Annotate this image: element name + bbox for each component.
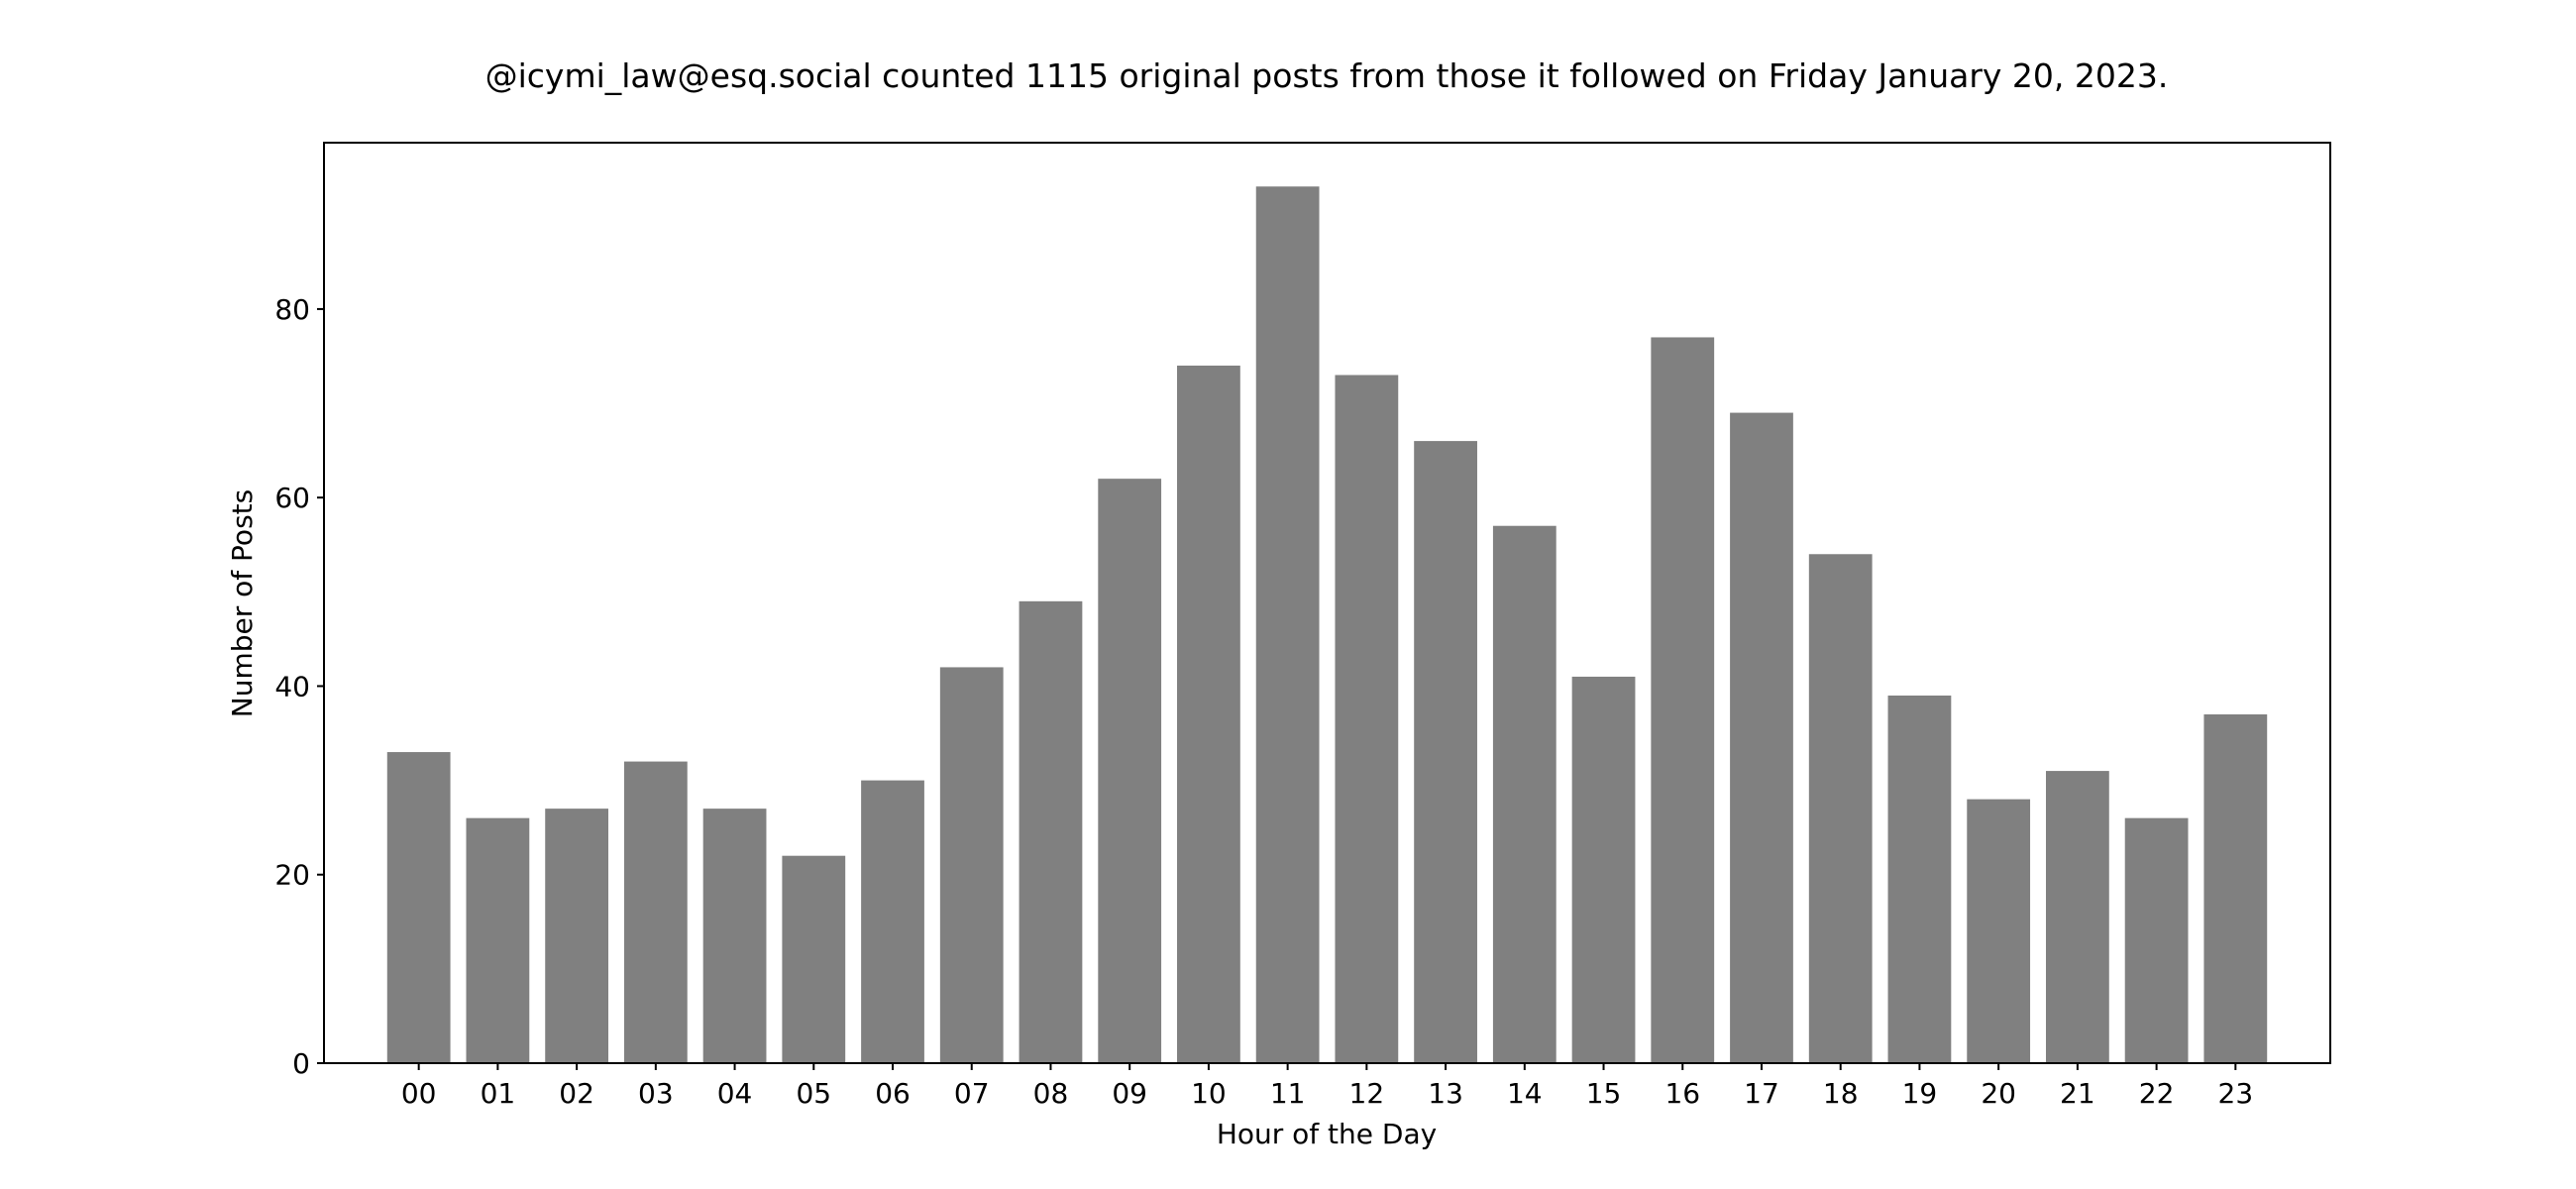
bar-23 bbox=[2203, 713, 2268, 1063]
plot-area-frame bbox=[323, 142, 2331, 1064]
bar-13 bbox=[1414, 441, 1477, 1063]
x-tick-label: 22 bbox=[2139, 1077, 2175, 1110]
x-tick-label: 19 bbox=[1902, 1077, 1938, 1110]
x-tick-label: 04 bbox=[717, 1077, 753, 1110]
x-tick-label: 03 bbox=[638, 1077, 674, 1110]
x-tick-label: 12 bbox=[1349, 1077, 1385, 1110]
bar-01 bbox=[466, 817, 530, 1063]
x-tick-label: 09 bbox=[1112, 1077, 1147, 1110]
bar-19 bbox=[1887, 695, 1952, 1063]
bars-group bbox=[386, 186, 2268, 1064]
bar-14 bbox=[1492, 525, 1556, 1063]
bar-00 bbox=[386, 752, 451, 1063]
bar-15 bbox=[1571, 676, 1636, 1063]
y-tick-label: 20 bbox=[274, 859, 310, 892]
x-tick-label: 18 bbox=[1823, 1077, 1859, 1110]
bar-05 bbox=[782, 855, 846, 1063]
bar-08 bbox=[1019, 600, 1083, 1063]
x-tick-label: 10 bbox=[1191, 1077, 1227, 1110]
y-axis-ticks: 0 20 40 60 80 bbox=[274, 293, 324, 1080]
bar-17 bbox=[1730, 412, 1793, 1064]
x-tick-label: 06 bbox=[875, 1077, 911, 1110]
x-tick-label: 20 bbox=[1981, 1077, 2016, 1110]
bar-07 bbox=[939, 667, 1004, 1063]
bar-04 bbox=[702, 809, 767, 1063]
chart-title: @icymi_law@esq.social counted 1115 origi… bbox=[485, 56, 2169, 95]
bar-03 bbox=[623, 761, 688, 1063]
x-tick-label: 14 bbox=[1507, 1077, 1543, 1110]
x-axis-ticks: 00 01 02 03 04 05 06 07 08 09 10 11 12 13 14 15 16 17 18 19… bbox=[401, 1063, 2253, 1110]
y-tick-label: 40 bbox=[274, 670, 310, 703]
bar-20 bbox=[1967, 799, 2031, 1063]
x-axis-label: Hour of the Day bbox=[1217, 1118, 1437, 1150]
y-tick-label: 80 bbox=[274, 293, 310, 326]
bar-21 bbox=[2045, 771, 2109, 1063]
x-tick-label: 23 bbox=[2218, 1077, 2254, 1110]
x-tick-label: 07 bbox=[954, 1077, 990, 1110]
x-tick-label: 15 bbox=[1586, 1077, 1622, 1110]
x-tick-label: 13 bbox=[1428, 1077, 1463, 1110]
x-tick-label: 08 bbox=[1033, 1077, 1069, 1110]
x-tick-label: 11 bbox=[1270, 1077, 1306, 1110]
bar-02 bbox=[545, 809, 609, 1063]
x-tick-label: 21 bbox=[2060, 1077, 2095, 1110]
x-tick-label: 02 bbox=[559, 1077, 594, 1110]
x-tick-label: 16 bbox=[1664, 1077, 1700, 1110]
y-axis-label: Number of Posts bbox=[226, 489, 259, 717]
bar-06 bbox=[861, 780, 924, 1063]
bar-22 bbox=[2124, 817, 2189, 1063]
bar-11 bbox=[1255, 186, 1320, 1063]
bar-10 bbox=[1177, 365, 1240, 1063]
bar-09 bbox=[1098, 479, 1162, 1064]
bar-12 bbox=[1335, 375, 1399, 1063]
x-tick-label: 00 bbox=[401, 1077, 437, 1110]
x-tick-label: 05 bbox=[796, 1077, 831, 1110]
bar-16 bbox=[1651, 337, 1715, 1063]
x-tick-label: 01 bbox=[481, 1077, 516, 1110]
bar-18 bbox=[1808, 554, 1873, 1063]
x-tick-label: 17 bbox=[1744, 1077, 1779, 1110]
y-tick-label: 60 bbox=[274, 482, 310, 514]
y-tick-label: 0 bbox=[292, 1047, 310, 1080]
